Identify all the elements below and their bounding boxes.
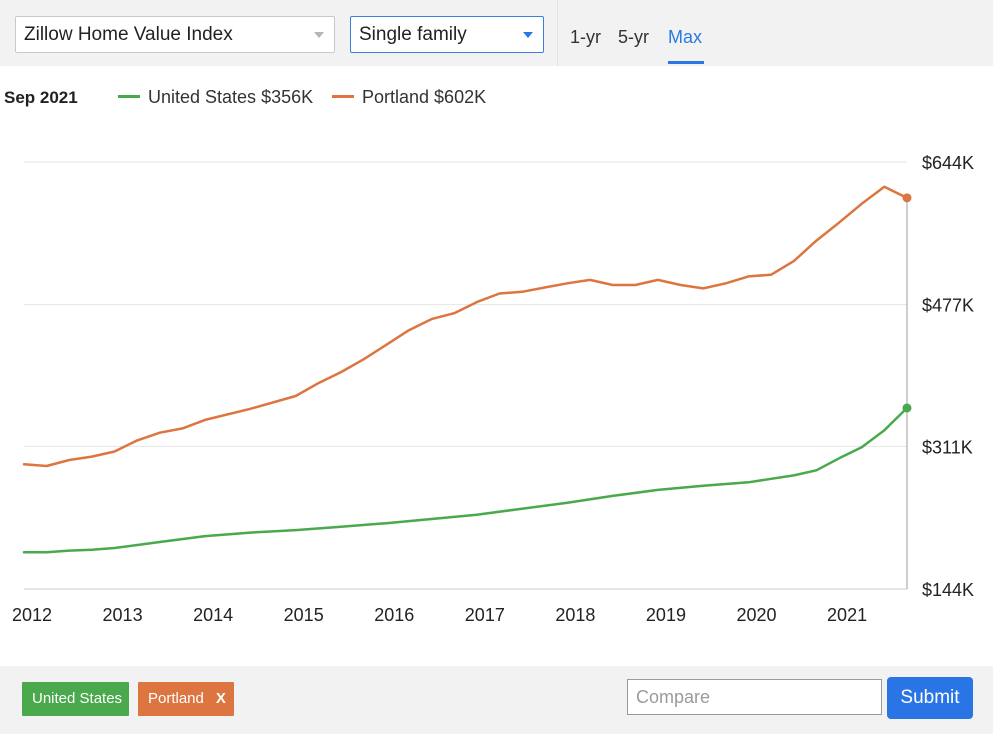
y-axis-ticks: $144K $311K $477K $644K bbox=[922, 153, 974, 600]
home-value-chart[interactable]: $144K$311K$477K$644K 2012 2013 2014 2015 201… bbox=[0, 140, 1000, 630]
end-marker-portland bbox=[902, 193, 912, 203]
range-max[interactable]: Max bbox=[668, 27, 703, 47]
range-selector bbox=[557, 0, 993, 66]
x-tick-label: 2014 bbox=[193, 605, 233, 625]
legend-label-us: United States $356K bbox=[148, 87, 314, 107]
compare-input[interactable] bbox=[627, 679, 882, 715]
tag-united-states[interactable]: United States bbox=[22, 682, 129, 716]
property-type-value: Single family bbox=[359, 24, 467, 45]
remove-portland-icon[interactable]: X bbox=[215, 690, 226, 707]
legend-date: Sep 2021 bbox=[4, 88, 78, 107]
x-tick-label: 2015 bbox=[284, 605, 324, 625]
y-tick-label: $144K bbox=[922, 580, 974, 600]
series-line-portland bbox=[22, 185, 909, 468]
chevron-down-icon bbox=[314, 32, 324, 38]
index-select-value: Zillow Home Value Index bbox=[24, 24, 233, 45]
range-1yr[interactable]: 1-yr bbox=[570, 27, 601, 47]
chart-series bbox=[22, 185, 909, 554]
legend-item-united-states: United States $356K bbox=[118, 87, 313, 108]
x-tick-label: 2017 bbox=[465, 605, 505, 625]
active-range-indicator bbox=[668, 61, 704, 64]
tag-label-portland: Portland bbox=[148, 690, 204, 707]
legend-swatch-us bbox=[118, 94, 140, 98]
legend-label-portland: Portland $602K bbox=[362, 87, 487, 107]
x-tick-label: 2018 bbox=[555, 605, 595, 625]
index-select[interactable]: Zillow Home Value Index bbox=[15, 16, 335, 53]
tag-portland[interactable]: Portland X bbox=[138, 682, 234, 716]
x-tick-label: 2020 bbox=[736, 605, 776, 625]
submit-button[interactable]: Submit bbox=[887, 677, 973, 719]
end-marker-united-states bbox=[902, 403, 912, 413]
x-axis-ticks: 2012 2013 2014 2015 2016 2017 2018 2019 2020 2021 bbox=[12, 605, 867, 625]
chart-grid bbox=[24, 161, 908, 590]
y-tick-label: $644K bbox=[922, 153, 974, 173]
x-tick-label: 2016 bbox=[374, 605, 414, 625]
tag-label-us: United States bbox=[32, 690, 123, 707]
property-type-select[interactable]: Single family bbox=[350, 16, 544, 53]
y-tick-label: $311K bbox=[922, 437, 973, 457]
chevron-down-icon bbox=[523, 32, 533, 38]
x-tick-label: 2021 bbox=[827, 605, 867, 625]
legend-swatch-portland bbox=[332, 94, 354, 98]
range-5yr[interactable]: 5-yr bbox=[618, 27, 649, 47]
x-tick-label: 2012 bbox=[12, 605, 52, 625]
chart-end-markers bbox=[902, 193, 912, 413]
x-tick-label: 2013 bbox=[103, 605, 143, 625]
series-line-united-states bbox=[22, 406, 909, 554]
y-tick-label: $477K bbox=[922, 296, 974, 316]
legend-item-portland: Portland $602K bbox=[332, 87, 486, 108]
x-tick-label: 2019 bbox=[646, 605, 686, 625]
